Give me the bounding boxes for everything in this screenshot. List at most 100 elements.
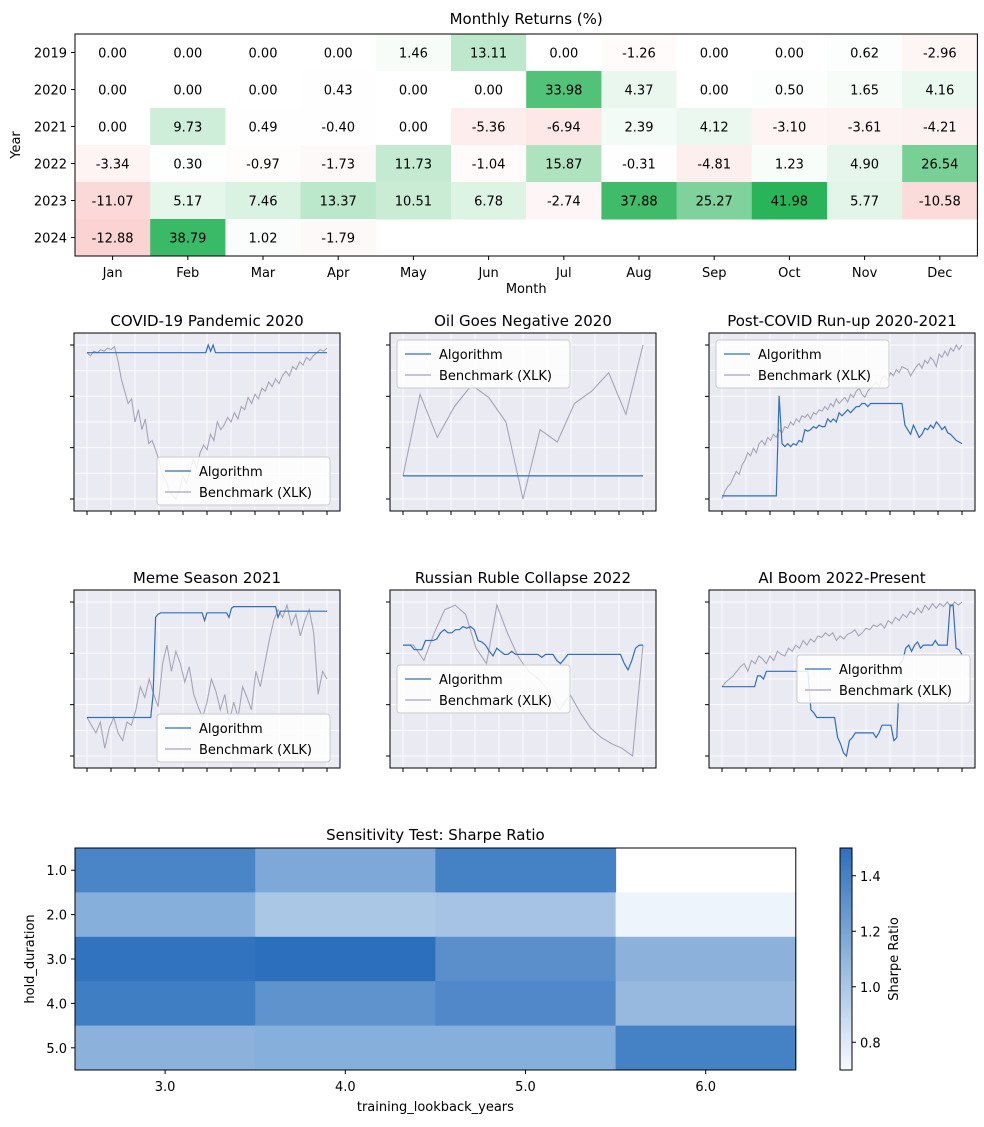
heatmap-cell xyxy=(615,1025,797,1071)
cell-value-label: -11.07 xyxy=(92,195,134,210)
cell-value-label: 13.37 xyxy=(320,195,357,210)
heatmap-cell xyxy=(902,108,978,146)
algorithm-line xyxy=(403,625,643,672)
y-tick-label: 1.0 xyxy=(46,864,67,879)
heatmap-cell xyxy=(751,34,828,72)
heatmap-cell xyxy=(902,71,978,109)
x-tick-label: 3.0 xyxy=(155,1080,176,1095)
heatmap-cell xyxy=(451,108,527,146)
heatmap-cell xyxy=(451,34,527,72)
cell-value-label: 0.00 xyxy=(700,84,729,99)
heatmap-cell xyxy=(615,892,797,938)
benchmark-line xyxy=(403,603,644,758)
heatmap-cell xyxy=(375,34,452,72)
x-axis-label: training_lookback_years xyxy=(357,1100,514,1115)
colorbar-tick-label: 1.0 xyxy=(860,981,881,996)
heatmap-cell xyxy=(150,145,226,183)
benchmark-line xyxy=(86,603,328,749)
cell-value-label: -6.94 xyxy=(547,121,581,136)
legend-label: Algorithm xyxy=(758,348,822,363)
cell-value-label: 0.00 xyxy=(399,121,428,136)
heatmap-cell xyxy=(75,981,256,1027)
heatmap-frame xyxy=(74,33,978,257)
panel-title: COVID-19 Pandemic 2020 xyxy=(110,312,303,330)
cell-value-label: 33.98 xyxy=(545,84,582,99)
cell-value-label: 4.16 xyxy=(925,84,954,99)
heatmap-cell xyxy=(451,145,527,183)
heatmap-cell xyxy=(225,145,302,183)
cell-value-label: 0.00 xyxy=(98,47,127,62)
heatmap-cell xyxy=(75,145,151,183)
heatmap-cell xyxy=(75,182,151,220)
cell-value-label: 0.00 xyxy=(399,84,428,99)
heatmap-cell xyxy=(451,182,527,220)
cell-value-label: -0.40 xyxy=(321,121,355,136)
heatmap-cell xyxy=(902,182,978,220)
heatmap-cell xyxy=(601,108,678,146)
legend-box xyxy=(156,456,331,506)
heatmap-cell xyxy=(75,936,256,982)
cell-value-label: 0.00 xyxy=(173,84,202,99)
heatmap-cell xyxy=(615,981,797,1027)
cell-value-label: 0.00 xyxy=(249,47,278,62)
monthly-returns-title: Monthly Returns (%) xyxy=(450,10,603,28)
legend: Algorithm Benchmark (XLK) xyxy=(156,713,331,763)
event-panel: Meme Season 2021 Algorithm Benchmark (XLK) xyxy=(70,569,341,772)
cell-value-label: 15.87 xyxy=(545,158,582,173)
event-panel: Oil Goes Negative 2020 Algorithm Benchmark… xyxy=(386,312,657,515)
cell-value-label: 0.00 xyxy=(98,84,127,99)
plot-frame xyxy=(708,332,976,512)
cell-value-label: 4.90 xyxy=(850,158,879,173)
legend-label: Algorithm xyxy=(199,465,263,480)
monthly-returns-heatmap: Monthly Returns (%) 0.00 0.00 0.00 0.00 1.46 1… xyxy=(9,10,978,297)
panel-title: Russian Ruble Collapse 2022 xyxy=(415,569,631,587)
heatmap-cell xyxy=(75,892,256,938)
legend-box xyxy=(796,654,971,704)
x-tick-label: Jan xyxy=(102,266,123,281)
cell-value-label: 38.79 xyxy=(169,232,206,247)
heatmap-cell xyxy=(255,1025,436,1071)
panel-title: Post-COVID Run-up 2020-2021 xyxy=(727,312,957,330)
legend-box xyxy=(396,664,571,714)
y-tick-label: 4.0 xyxy=(46,997,67,1012)
heatmap-cell xyxy=(615,936,797,982)
benchmark-line xyxy=(86,345,328,500)
heatmap-cell xyxy=(255,848,436,893)
legend-label: Benchmark (XLK) xyxy=(439,694,552,709)
heatmap-cell xyxy=(676,34,753,72)
legend: Algorithm Benchmark (XLK) xyxy=(396,339,571,389)
cell-value-label: 5.17 xyxy=(173,195,202,210)
colorbar-tick-label: 0.8 xyxy=(860,1036,881,1051)
y-tick-label: 2024 xyxy=(34,232,67,247)
benchmark-line xyxy=(402,344,644,500)
algorithm-line xyxy=(87,343,327,354)
x-tick-label: Aug xyxy=(626,266,651,281)
heatmap-cell xyxy=(751,145,828,183)
cell-value-label: -3.10 xyxy=(773,121,807,136)
legend-label: Algorithm xyxy=(439,348,503,363)
cell-value-label: -2.96 xyxy=(923,47,957,62)
cell-value-label: 4.12 xyxy=(700,121,729,136)
x-tick-label: Sep xyxy=(702,266,727,281)
cell-value-label: 2.39 xyxy=(625,121,654,136)
heatmap-cell xyxy=(676,108,753,146)
legend-box xyxy=(715,339,890,389)
heatmap-cell xyxy=(225,71,302,109)
heatmap-cell xyxy=(75,34,151,72)
cell-value-label: 0.00 xyxy=(249,84,278,99)
legend-label: Benchmark (XLK) xyxy=(839,684,952,699)
cell-value-label: -1.73 xyxy=(321,158,355,173)
y-tick-label: 2021 xyxy=(34,121,67,136)
y-tick-label: 5.0 xyxy=(46,1042,67,1057)
legend: Algorithm Benchmark (XLK) xyxy=(396,664,571,714)
algorithm-line xyxy=(722,395,963,497)
heatmap-cell xyxy=(300,145,377,183)
panel-title: Meme Season 2021 xyxy=(133,569,281,587)
heatmap-cell xyxy=(751,182,828,220)
cell-value-label: -2.74 xyxy=(547,195,581,210)
x-tick-label: Jun xyxy=(477,266,498,281)
heatmap-cell xyxy=(601,34,678,72)
cell-value-label: 0.00 xyxy=(98,121,127,136)
